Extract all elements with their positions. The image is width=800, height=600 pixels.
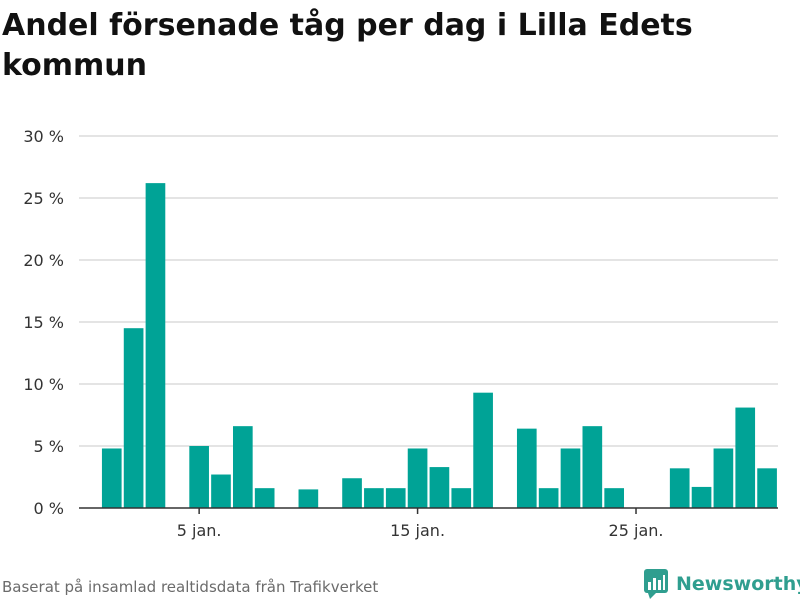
bar bbox=[407, 448, 428, 508]
bar-chart: 0 % 5 % 10 % 15 % 20 % 25 % 30 % 5 jan. 15 jan.… bbox=[23, 127, 778, 540]
bar bbox=[473, 392, 493, 508]
source-note: Baserat på insamlad realtidsdata från Tr… bbox=[2, 578, 379, 596]
bar bbox=[560, 448, 581, 508]
x-tick-label: 25 jan. bbox=[609, 521, 664, 540]
bar bbox=[364, 488, 384, 508]
bars bbox=[101, 183, 777, 508]
bar bbox=[385, 488, 406, 508]
y-tick-label: 0 % bbox=[34, 499, 64, 518]
y-tick-label: 30 % bbox=[23, 127, 64, 146]
x-tick-label: 15 jan. bbox=[390, 521, 445, 540]
x-axis-labels: 5 jan. 15 jan. 25 jan. bbox=[177, 521, 664, 540]
bar bbox=[516, 428, 537, 508]
bar bbox=[538, 488, 559, 508]
bar bbox=[254, 488, 275, 508]
y-tick-label: 25 % bbox=[23, 189, 64, 208]
y-tick-label: 20 % bbox=[23, 251, 64, 270]
bar bbox=[451, 488, 472, 508]
bar bbox=[189, 446, 209, 508]
chart-bubble-icon bbox=[644, 569, 668, 599]
bar bbox=[342, 478, 362, 508]
bar bbox=[735, 407, 756, 508]
bar bbox=[713, 448, 734, 508]
chart-title: Andel försenade tåg per dag i Lilla Edet… bbox=[2, 8, 693, 83]
bar bbox=[211, 474, 231, 508]
y-tick-label: 5 % bbox=[34, 437, 64, 456]
y-tick-label: 10 % bbox=[23, 375, 64, 394]
bar bbox=[123, 328, 144, 508]
bar bbox=[582, 426, 603, 508]
x-tick-label: 5 jan. bbox=[177, 521, 222, 540]
bar bbox=[429, 467, 450, 508]
bar bbox=[298, 489, 319, 508]
bar bbox=[757, 468, 777, 508]
brand-name: Newsworthy bbox=[676, 573, 800, 595]
bar bbox=[101, 448, 122, 508]
bar bbox=[604, 488, 625, 508]
gridlines bbox=[79, 135, 778, 447]
bar bbox=[145, 183, 166, 508]
bar bbox=[669, 468, 690, 508]
bar bbox=[232, 426, 253, 508]
y-tick-label: 15 % bbox=[23, 313, 64, 332]
y-axis-labels: 0 % 5 % 10 % 15 % 20 % 25 % 30 % bbox=[23, 127, 64, 518]
x-axis bbox=[79, 507, 778, 514]
bar bbox=[691, 486, 712, 508]
brand-logo[interactable]: Newsworthy bbox=[644, 569, 800, 599]
